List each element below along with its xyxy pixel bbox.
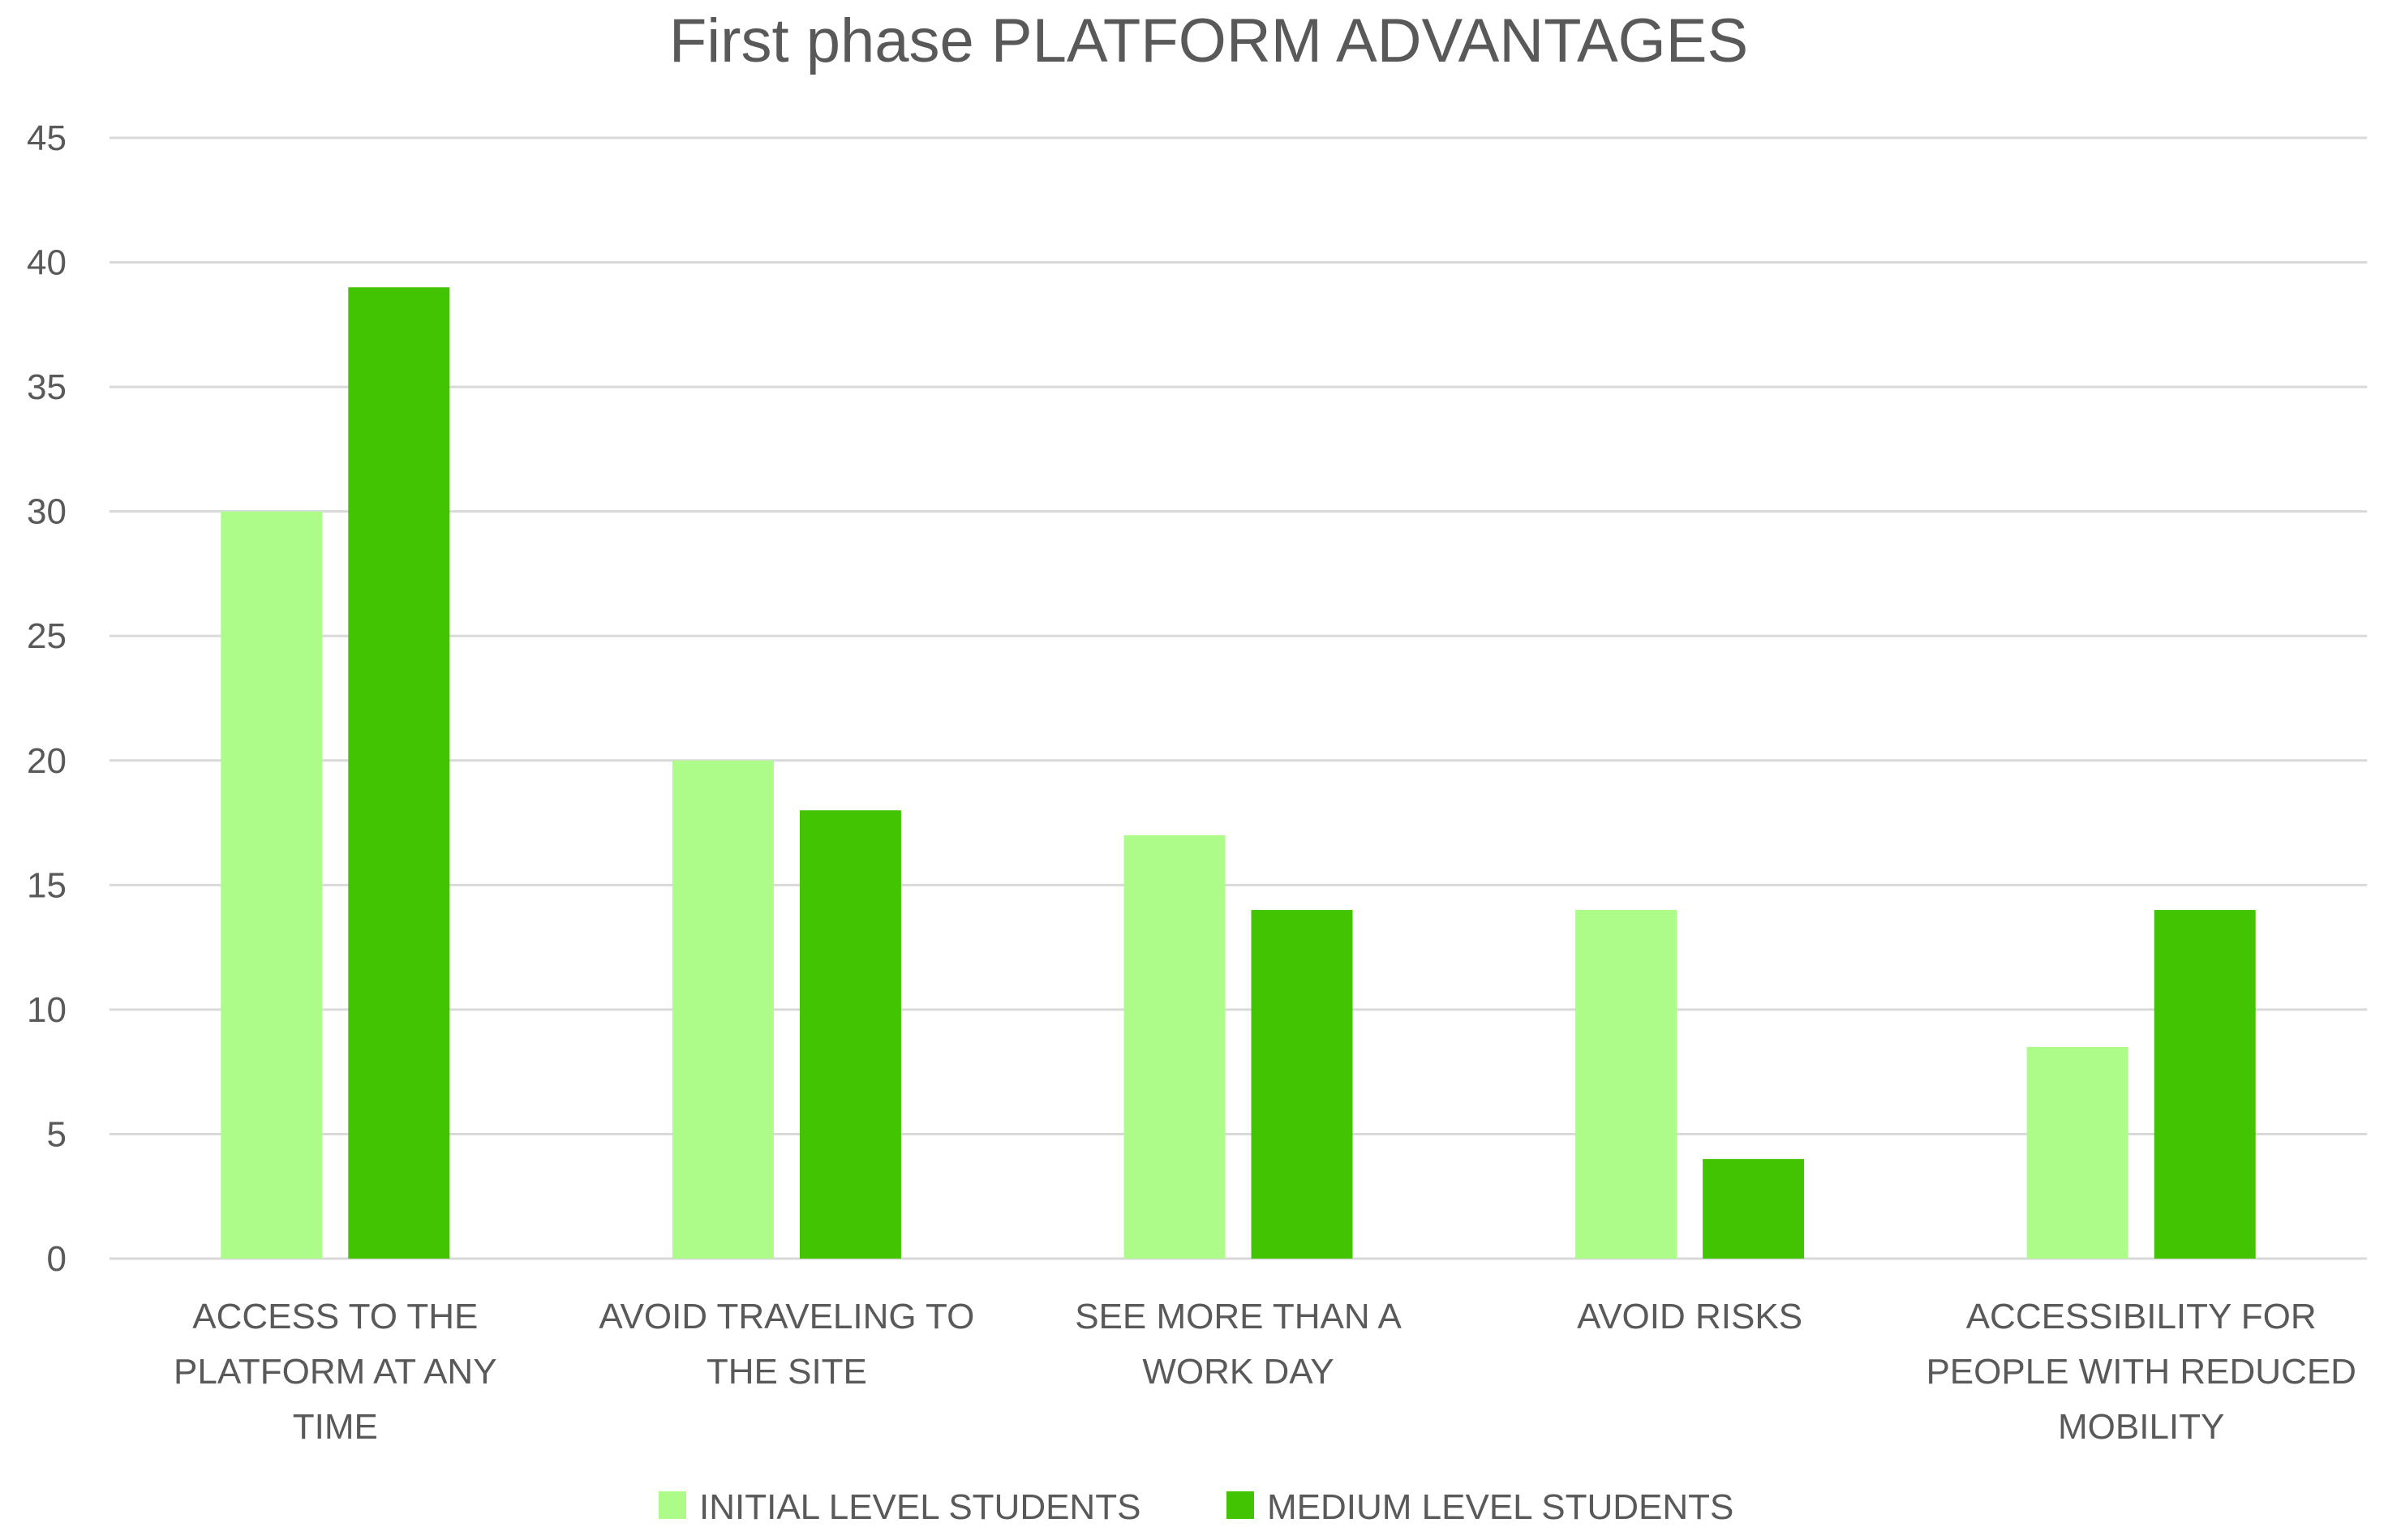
- bar-initial-3: [1575, 910, 1677, 1259]
- bar-medium-0: [348, 287, 450, 1259]
- y-tick-label: 45: [27, 118, 67, 158]
- legend: INITIAL LEVEL STUDENTS MEDIUM LEVEL STUDE…: [659, 1487, 1733, 1527]
- legend-swatch: [1226, 1491, 1254, 1519]
- y-tick-label: 25: [27, 616, 67, 656]
- y-tick-label: 5: [47, 1114, 67, 1154]
- x-category-label: AVOID TRAVELING TO THE SITE: [599, 1297, 974, 1392]
- bar-medium-3: [1703, 1159, 1805, 1259]
- y-tick-label: 30: [27, 492, 67, 532]
- bar-initial-1: [672, 760, 774, 1259]
- x-category-label: SEE MORE THAN A WORK DAY: [1075, 1297, 1402, 1392]
- y-axis-tick-labels: 0 5 10 15 20 25 30 35 40 45: [27, 118, 67, 1279]
- bar-medium-2: [1251, 910, 1353, 1259]
- y-tick-label: 10: [27, 990, 67, 1030]
- x-category-label: AVOID RISKS: [1577, 1297, 1802, 1336]
- bar-medium-4: [2154, 910, 2256, 1259]
- y-tick-label: 35: [27, 367, 67, 407]
- gridlines: [110, 136, 2367, 1260]
- legend-label: INITIAL LEVEL STUDENTS: [699, 1487, 1140, 1527]
- x-category-label: ACCESSIBILITY FOR PEOPLE WITH REDUCED MOBI…: [1926, 1297, 2356, 1447]
- y-tick-label: 40: [27, 243, 67, 283]
- bar-initial-4: [2026, 1046, 2128, 1259]
- y-tick-label: 20: [27, 741, 67, 781]
- bars: [221, 287, 2256, 1259]
- x-axis-category-labels: ACCESS TO THE PLATFORM AT ANY TIME AVOID TR…: [174, 1297, 2356, 1447]
- y-tick-label: 0: [47, 1239, 67, 1279]
- x-category-label: ACCESS TO THE PLATFORM AT ANY TIME: [174, 1297, 497, 1447]
- legend-swatch: [659, 1491, 686, 1519]
- bar-medium-1: [799, 810, 901, 1259]
- bar-initial-2: [1123, 834, 1226, 1259]
- bar-initial-0: [221, 511, 323, 1259]
- y-tick-label: 15: [27, 865, 67, 905]
- legend-label: MEDIUM LEVEL STUDENTS: [1267, 1487, 1733, 1527]
- chart-title: First phase PLATFORM ADVANTAGES: [669, 6, 1748, 75]
